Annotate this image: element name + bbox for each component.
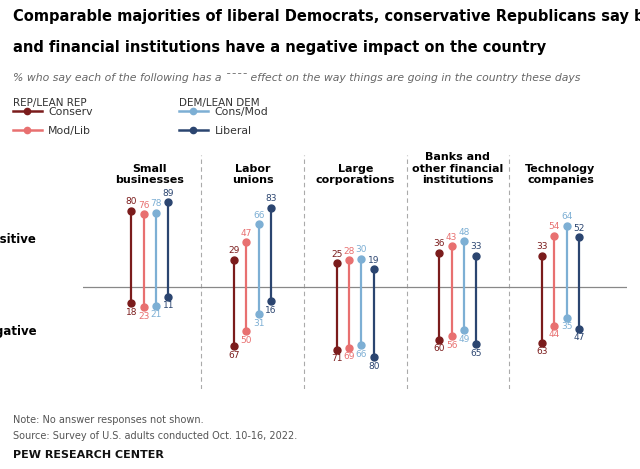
Text: 47: 47 xyxy=(241,229,252,238)
Text: 33: 33 xyxy=(470,242,482,251)
Text: Labor
unions: Labor unions xyxy=(232,164,273,185)
Text: Positive: Positive xyxy=(0,233,37,246)
Text: 35: 35 xyxy=(561,323,572,332)
Text: Conserv: Conserv xyxy=(48,107,93,117)
Text: 83: 83 xyxy=(266,194,276,203)
Text: 36: 36 xyxy=(434,239,445,248)
Text: Cons/Mod: Cons/Mod xyxy=(214,107,268,117)
Text: 21: 21 xyxy=(150,310,162,319)
Text: 69: 69 xyxy=(343,352,355,361)
Text: 65: 65 xyxy=(470,349,482,358)
Text: Mod/Lib: Mod/Lib xyxy=(48,126,91,136)
Text: 28: 28 xyxy=(343,247,355,256)
Text: 60: 60 xyxy=(434,344,445,354)
Text: % who say each of the following has a ¯¯¯¯ effect on the way things are going in: % who say each of the following has a ¯¯… xyxy=(13,73,580,83)
Text: 76: 76 xyxy=(138,201,150,210)
Text: Liberal: Liberal xyxy=(214,126,252,136)
Text: 50: 50 xyxy=(241,336,252,345)
Text: 63: 63 xyxy=(536,347,548,356)
Text: 30: 30 xyxy=(356,245,367,254)
Text: Large
corporations: Large corporations xyxy=(316,164,395,185)
Text: 80: 80 xyxy=(368,362,380,371)
Text: 49: 49 xyxy=(458,335,470,344)
Text: 11: 11 xyxy=(163,302,174,310)
Text: Note: No answer responses not shown.: Note: No answer responses not shown. xyxy=(13,415,204,425)
Text: 43: 43 xyxy=(446,233,458,242)
Text: Banks and
other financial
institutions: Banks and other financial institutions xyxy=(412,152,504,185)
Text: 16: 16 xyxy=(266,306,276,315)
Text: 66: 66 xyxy=(356,350,367,359)
Text: Negative: Negative xyxy=(0,325,37,338)
Text: 67: 67 xyxy=(228,350,240,360)
Text: 29: 29 xyxy=(228,246,240,255)
Text: REP/LEAN REP: REP/LEAN REP xyxy=(13,98,86,108)
Text: 23: 23 xyxy=(138,312,150,321)
Text: Small
businesses: Small businesses xyxy=(115,164,184,185)
Text: 18: 18 xyxy=(125,308,137,317)
Text: 33: 33 xyxy=(536,242,548,251)
Text: 89: 89 xyxy=(163,189,174,197)
Text: PEW RESEARCH CENTER: PEW RESEARCH CENTER xyxy=(13,450,164,460)
Text: 80: 80 xyxy=(125,197,137,206)
Text: 56: 56 xyxy=(446,341,458,350)
Text: 71: 71 xyxy=(331,354,342,363)
Text: 31: 31 xyxy=(253,319,264,328)
Text: 19: 19 xyxy=(368,256,380,265)
Text: Technology
companies: Technology companies xyxy=(525,164,596,185)
Text: 66: 66 xyxy=(253,211,264,219)
Text: 54: 54 xyxy=(548,222,560,231)
Text: 44: 44 xyxy=(548,330,560,340)
Text: 47: 47 xyxy=(573,333,585,342)
Text: 48: 48 xyxy=(458,228,470,237)
Text: Comparable majorities of liberal Democrats, conservative Republicans say banks: Comparable majorities of liberal Democra… xyxy=(13,9,640,24)
Text: 64: 64 xyxy=(561,212,572,221)
Text: DEM/LEAN DEM: DEM/LEAN DEM xyxy=(179,98,260,108)
Text: 52: 52 xyxy=(573,224,585,233)
Text: 25: 25 xyxy=(331,250,342,259)
Text: 78: 78 xyxy=(150,199,162,208)
Text: and financial institutions have a negative impact on the country: and financial institutions have a negati… xyxy=(13,40,546,55)
Text: Source: Survey of U.S. adults conducted Oct. 10-16, 2022.: Source: Survey of U.S. adults conducted … xyxy=(13,431,297,440)
